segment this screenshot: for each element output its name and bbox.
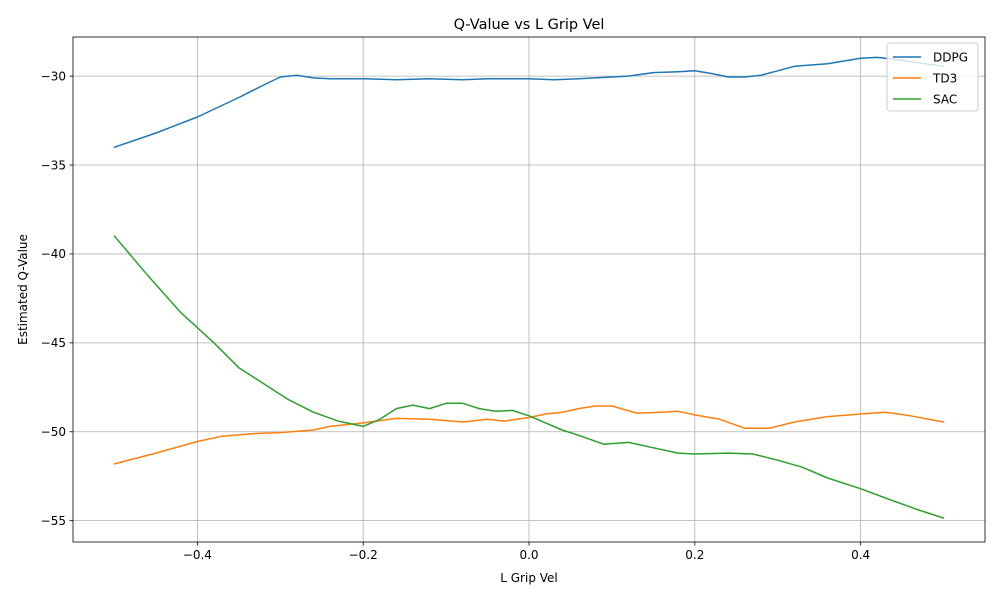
x-tick-label: −0.4 xyxy=(183,548,212,562)
grid xyxy=(73,37,985,542)
legend-label: TD3 xyxy=(932,71,957,85)
x-tick-label: 0.0 xyxy=(519,548,538,562)
series-line-ddpg xyxy=(113,56,945,149)
y-axis-label: Estimated Q-Value xyxy=(16,234,30,345)
legend: DDPG TD3 SAC xyxy=(886,42,979,112)
series-line-sac xyxy=(113,235,945,519)
x-tick-label: 0.4 xyxy=(851,548,870,562)
y-tick-label: −45 xyxy=(41,336,66,350)
series-line-td3 xyxy=(113,405,945,465)
y-tick-label: −40 xyxy=(41,247,66,261)
series-lines xyxy=(113,56,945,519)
legend-label: DDPG xyxy=(933,50,968,64)
x-tick-label: −0.2 xyxy=(349,548,378,562)
legend-label: SAC xyxy=(933,92,957,106)
x-tick-label: 0.2 xyxy=(685,548,704,562)
y-tick-label: −30 xyxy=(41,69,66,83)
chart-title: Q-Value vs L Grip Vel xyxy=(454,17,605,33)
y-tick-label: −50 xyxy=(41,425,66,439)
x-axis-ticks: −0.4 −0.2 0.0 0.2 0.4 xyxy=(183,542,870,562)
x-axis-label: L Grip Vel xyxy=(500,571,558,585)
y-tick-label: −35 xyxy=(41,158,66,172)
legend-box xyxy=(886,42,979,112)
y-tick-label: −55 xyxy=(41,514,66,528)
y-axis-ticks: −55 −50 −45 −40 −35 −30 xyxy=(41,69,73,528)
